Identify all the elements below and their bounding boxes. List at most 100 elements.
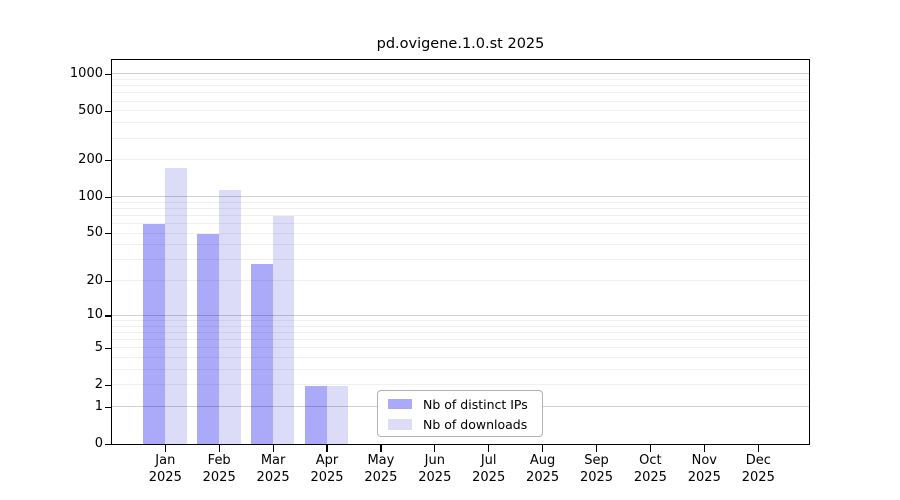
y-tick-mark bbox=[105, 73, 112, 76]
legend-swatch-downloads bbox=[388, 419, 412, 430]
x-tick-mark bbox=[542, 445, 544, 452]
x-tick-mark bbox=[434, 445, 436, 452]
x-tick-month: Jan bbox=[155, 453, 176, 468]
x-tick-month: Jun bbox=[424, 453, 445, 468]
chart-title: pd.ovigene.1.0.st 2025 bbox=[376, 36, 545, 52]
gridline-minor bbox=[112, 384, 809, 386]
legend-row: Nb of downloads bbox=[378, 414, 542, 435]
gridline-minor bbox=[112, 347, 809, 349]
y-tick-label: 200 bbox=[78, 151, 103, 167]
x-tick-month: May bbox=[367, 453, 395, 468]
bar-distinct-ips bbox=[304, 385, 327, 445]
gridline-minor bbox=[112, 110, 809, 112]
gridline-major bbox=[112, 314, 809, 317]
grid-layer bbox=[112, 60, 809, 445]
legend: Nb of distinct IPs Nb of downloads bbox=[377, 389, 543, 437]
x-tick-year: 2025 bbox=[579, 470, 614, 485]
gridline-minor bbox=[112, 159, 809, 161]
gridline-minor bbox=[112, 137, 809, 139]
x-tick-label: Apr 2025 bbox=[297, 452, 357, 486]
y-tick-label: 500 bbox=[78, 102, 103, 118]
y-tick-mark bbox=[105, 315, 112, 317]
gridline-minor bbox=[112, 339, 809, 341]
x-tick-mark bbox=[703, 445, 705, 452]
x-tick-label: Oct 2025 bbox=[620, 452, 680, 486]
gridline-minor bbox=[112, 319, 809, 321]
y-tick-mark bbox=[105, 280, 112, 282]
gridline-minor bbox=[112, 122, 809, 124]
y-tick-label: 1 bbox=[94, 398, 103, 414]
x-tick-month: Mar bbox=[260, 453, 286, 468]
gridline-minor bbox=[112, 223, 809, 225]
x-tick-mark bbox=[218, 445, 220, 452]
x-tick-mark bbox=[164, 445, 166, 452]
x-tick-month: Feb bbox=[207, 453, 231, 468]
gridline-minor bbox=[112, 244, 809, 246]
y-tick-label: 20 bbox=[86, 272, 103, 288]
x-tick-mark bbox=[757, 445, 759, 452]
gridline-minor bbox=[112, 232, 809, 234]
x-tick-label: Aug 2025 bbox=[513, 452, 573, 486]
gridline-minor bbox=[112, 214, 809, 216]
x-tick-mark bbox=[380, 445, 382, 452]
y-tick-label: 2 bbox=[94, 377, 103, 392]
x-tick-month: Sep bbox=[584, 453, 609, 468]
gridline-minor bbox=[112, 85, 809, 87]
y-tick-mark bbox=[105, 406, 112, 408]
gridline-minor bbox=[112, 100, 809, 102]
x-tick-mark bbox=[595, 445, 598, 452]
legend-swatch-distinct-ips bbox=[388, 398, 412, 410]
x-tick-label: Jun 2025 bbox=[405, 452, 465, 486]
bar-downloads bbox=[164, 168, 187, 445]
gridline-minor bbox=[112, 201, 809, 203]
legend-row: Nb of distinct IPs bbox=[378, 394, 542, 415]
x-tick-label: Jul 2025 bbox=[459, 452, 519, 486]
x-tick-year: 2025 bbox=[310, 470, 344, 485]
x-tick-year: 2025 bbox=[526, 470, 560, 485]
x-tick-month: Aug bbox=[529, 453, 556, 468]
gridline-minor bbox=[112, 325, 809, 327]
x-tick-month: Nov bbox=[691, 453, 717, 468]
x-tick-month: Dec bbox=[745, 453, 771, 468]
x-tick-year: 2025 bbox=[256, 470, 290, 485]
gridline-minor bbox=[112, 207, 809, 209]
x-tick-mark bbox=[488, 445, 490, 452]
y-tick-mark bbox=[105, 443, 112, 446]
y-tick-label: 50 bbox=[86, 225, 103, 241]
gridline-minor bbox=[112, 357, 809, 359]
x-tick-month: Jul bbox=[480, 453, 497, 468]
x-tick-month: Oct bbox=[639, 453, 662, 468]
x-tick-mark bbox=[649, 445, 652, 452]
x-tick-year: 2025 bbox=[202, 470, 236, 485]
y-tick-label: 100 bbox=[78, 188, 103, 204]
gridline-major bbox=[112, 196, 809, 198]
y-tick-mark bbox=[105, 110, 112, 113]
y-tick-mark bbox=[105, 196, 112, 198]
y-tick-label: 0 bbox=[94, 435, 103, 451]
x-tick-year: 2025 bbox=[687, 470, 721, 485]
gridline-major bbox=[112, 73, 809, 75]
y-tick-mark bbox=[105, 385, 112, 387]
x-tick-year: 2025 bbox=[364, 470, 398, 485]
x-tick-year: 2025 bbox=[418, 470, 452, 485]
x-tick-year: 2025 bbox=[148, 470, 182, 485]
gridline-minor bbox=[112, 331, 809, 333]
x-tick-label: Jan 2025 bbox=[135, 452, 195, 486]
y-tick-label: 10 bbox=[86, 307, 103, 323]
x-tick-label: Nov 2025 bbox=[674, 452, 734, 486]
y-tick-mark bbox=[105, 159, 112, 162]
x-tick-label: Feb 2025 bbox=[189, 452, 249, 486]
gridline-minor bbox=[112, 280, 809, 282]
y-tick-label: 1000 bbox=[69, 65, 103, 81]
bar-downloads bbox=[326, 385, 349, 445]
bar-distinct-ips bbox=[143, 224, 165, 445]
gridline-minor bbox=[112, 78, 809, 80]
bar-downloads bbox=[218, 190, 241, 445]
plot-area: Nb of distinct IPs Nb of downloads bbox=[111, 58, 810, 446]
x-tick-year: 2025 bbox=[472, 470, 506, 485]
legend-label: Nb of downloads bbox=[423, 417, 528, 433]
bar-distinct-ips bbox=[196, 233, 219, 445]
bar-downloads bbox=[272, 216, 295, 445]
bars-layer bbox=[112, 60, 809, 445]
